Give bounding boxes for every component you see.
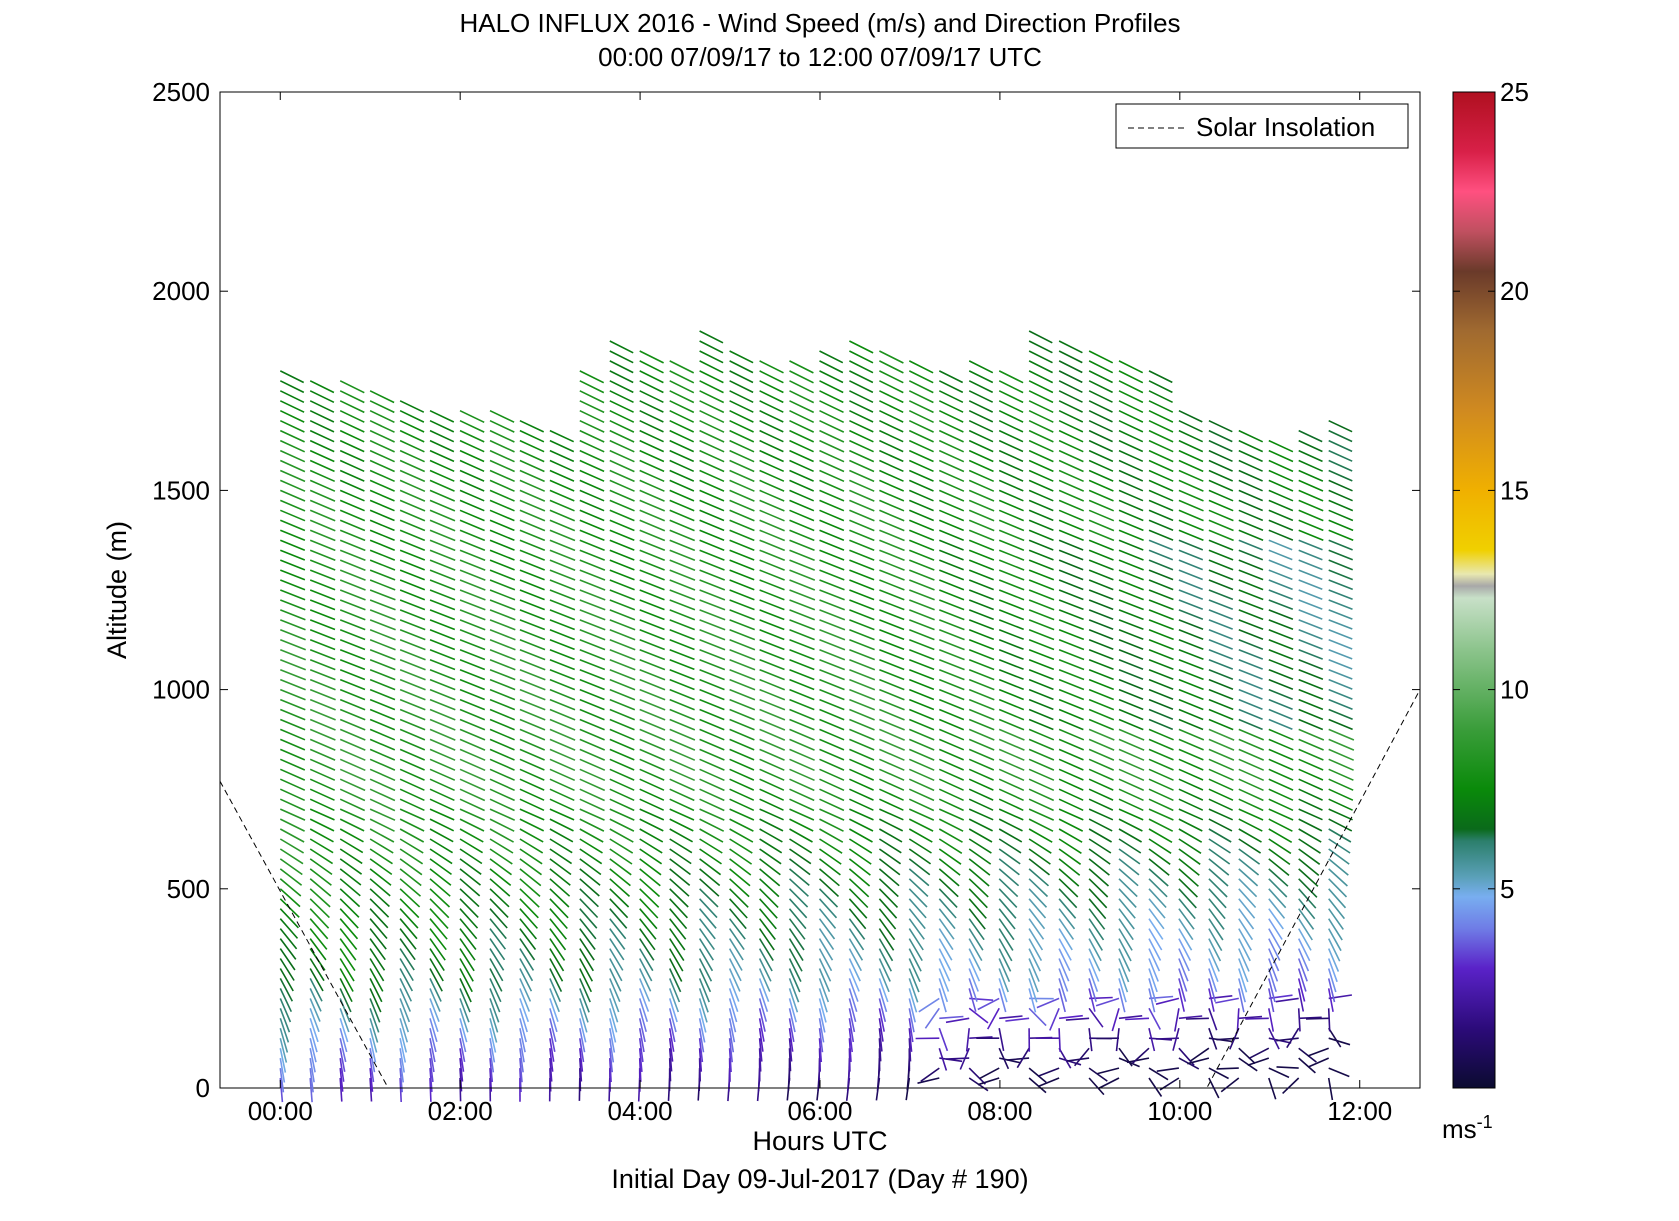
y-tick-label: 1000 <box>152 675 210 705</box>
colorbar <box>1453 92 1495 1088</box>
colorbar-tick-label: 10 <box>1500 675 1529 705</box>
x-tick-label: 08:00 <box>967 1096 1032 1126</box>
colorbar-unit: ms-1 <box>1442 1112 1493 1144</box>
wind-barb <box>1217 1068 1239 1069</box>
y-tick-label: 1500 <box>152 475 210 505</box>
x-tick-label: 10:00 <box>1147 1096 1212 1126</box>
wind-barb <box>1059 1028 1060 1052</box>
wind-barb <box>1329 1008 1330 1031</box>
y-tick-label: 2000 <box>152 276 210 306</box>
chart-subtitle: 00:00 07/09/17 to 12:00 07/09/17 UTC <box>598 42 1042 72</box>
x-tick-label: 06:00 <box>787 1096 852 1126</box>
wind-barb <box>1245 1018 1269 1019</box>
legend: Solar Insolation <box>1116 104 1408 148</box>
x-tick-label: 02:00 <box>428 1096 493 1126</box>
chart-title: HALO INFLUX 2016 - Wind Speed (m/s) and … <box>459 8 1180 38</box>
x-tick-label: 04:00 <box>608 1096 673 1126</box>
x-axis-sublabel: Initial Day 09-Jul-2017 (Day # 190) <box>611 1164 1028 1194</box>
wind-barb <box>1186 1018 1209 1019</box>
y-tick-label: 500 <box>167 874 210 904</box>
y-tick-label: 2500 <box>152 77 210 107</box>
x-axis-label: Hours UTC <box>752 1126 887 1156</box>
y-axis-label: Altitude (m) <box>102 521 132 659</box>
y-tick-label: 0 <box>196 1073 210 1103</box>
colorbar-tick-label: 15 <box>1500 475 1529 505</box>
wind-barb <box>1089 998 1113 999</box>
wind-barb <box>1306 1018 1329 1019</box>
colorbar-tick-label: 5 <box>1500 874 1514 904</box>
x-tick-label: 12:00 <box>1327 1096 1392 1126</box>
x-tick-label: 00:00 <box>248 1096 313 1126</box>
legend-label-solar: Solar Insolation <box>1196 112 1375 142</box>
colorbar-tick-label: 25 <box>1500 77 1529 107</box>
colorbar-tick-label: 20 <box>1500 276 1529 306</box>
